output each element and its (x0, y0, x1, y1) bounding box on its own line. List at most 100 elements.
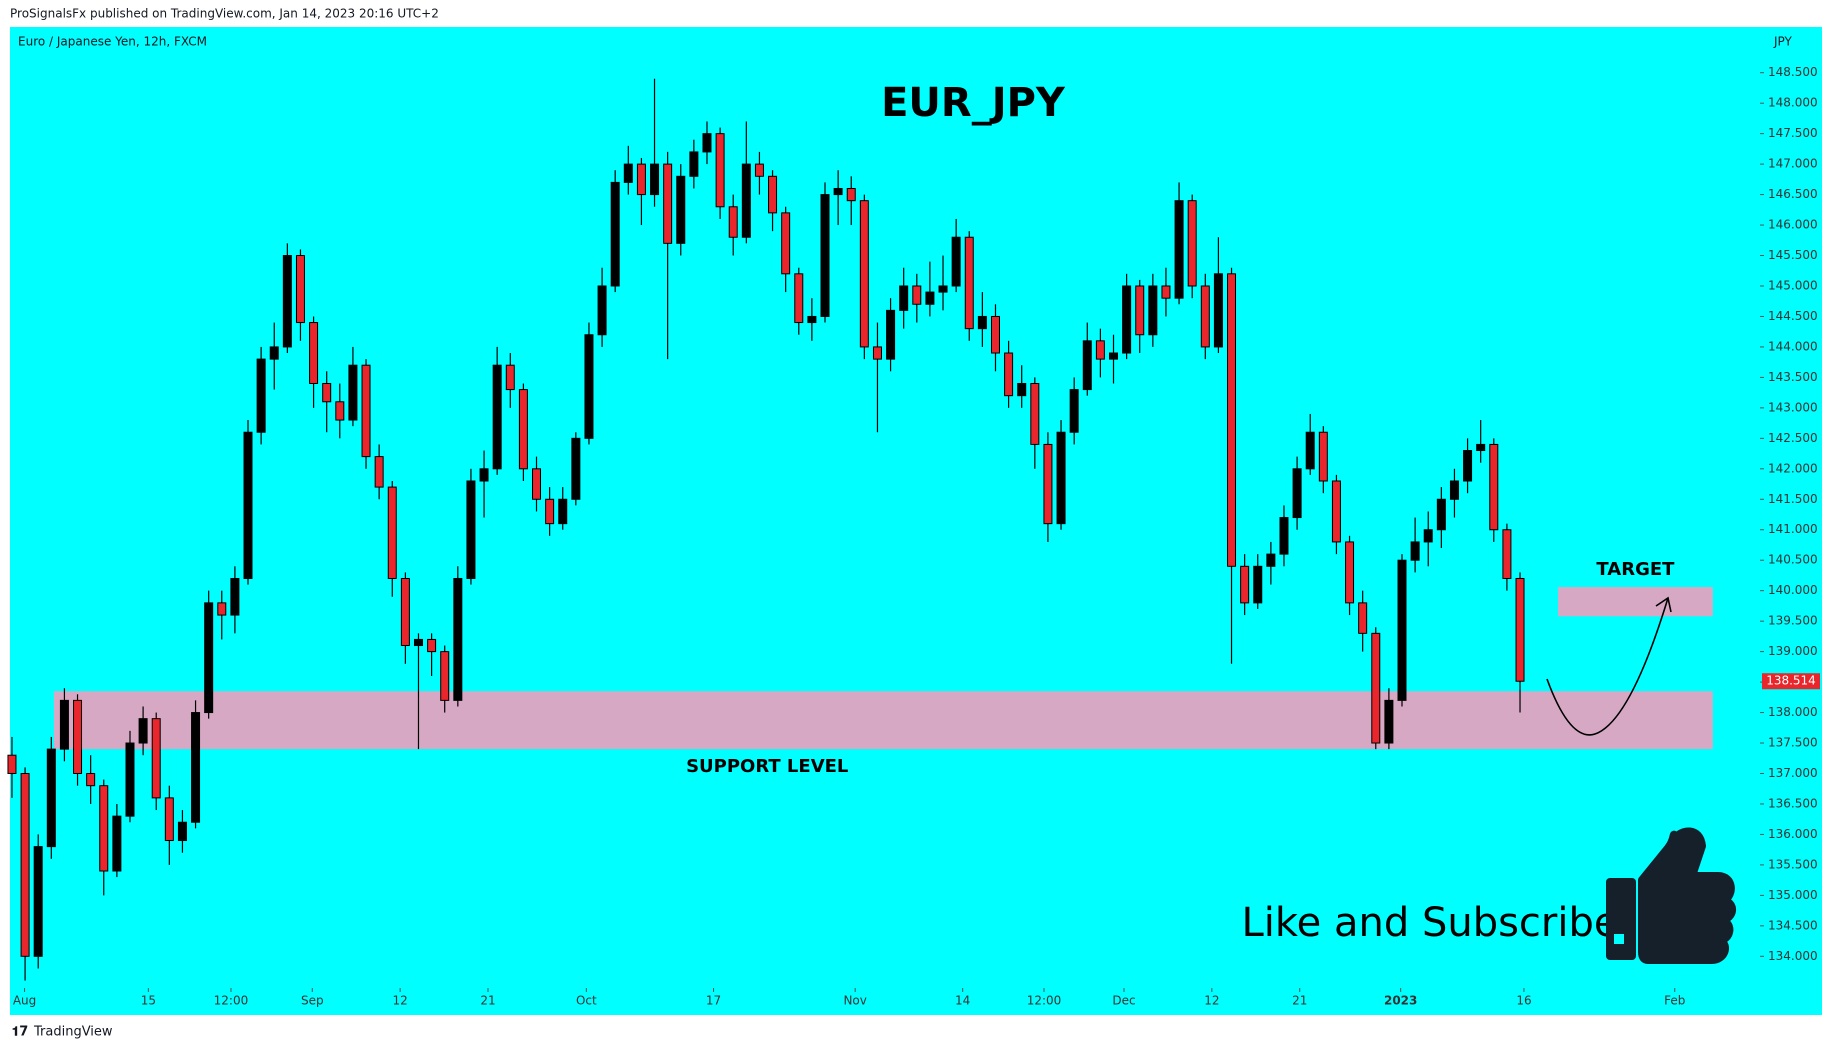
candle-body (912, 285, 922, 305)
candle-body (282, 255, 292, 348)
projection-arrowhead (1655, 596, 1672, 613)
x-tick-label: 12 (1204, 994, 1219, 1008)
candle-body (1253, 565, 1263, 604)
zone-label: TARGET (1596, 559, 1675, 580)
candle-body (400, 577, 410, 647)
y-tick-label: 143.500 (1768, 370, 1818, 384)
candle-body (597, 285, 607, 336)
y-tick-label: 142.500 (1768, 431, 1818, 445)
brand-logo: 𝟏7 (12, 1025, 28, 1040)
x-tick-label: 14 (955, 994, 970, 1008)
y-tick-label: 141.000 (1768, 522, 1818, 536)
thumb-icon[interactable] (1606, 827, 1736, 964)
candle-body (715, 133, 725, 208)
candle-body (886, 309, 896, 360)
y-tick-label: 137.000 (1768, 766, 1818, 780)
candle-body (754, 163, 764, 177)
y-tick-label: 134.000 (1768, 949, 1818, 963)
y-tick-label: 145.000 (1768, 278, 1818, 292)
y-tick-label: 137.500 (1768, 736, 1818, 750)
x-tick-label: Feb (1664, 994, 1685, 1008)
candle-body (309, 322, 319, 384)
call-to-action[interactable]: Like and Subscribe (1242, 900, 1619, 946)
candle-body (295, 255, 305, 324)
candle-body (1410, 541, 1420, 561)
candle-body (1004, 352, 1014, 397)
candle-body (427, 638, 437, 653)
price-label-box (1762, 673, 1820, 690)
candle-body (86, 772, 96, 787)
y-tick-label: 142.000 (1768, 461, 1818, 475)
x-tick-label: Oct (576, 994, 597, 1008)
candle-body (977, 315, 987, 330)
candle-body (112, 815, 122, 872)
y-tick-label: 148.000 (1768, 96, 1818, 110)
candle-body (951, 236, 961, 287)
x-tick-label: 21 (1292, 994, 1307, 1008)
candle-body (440, 651, 450, 701)
candle-body (1358, 602, 1368, 634)
zone (53, 691, 1713, 750)
candle-body (768, 175, 778, 214)
candle-body (361, 364, 371, 458)
candle-body (164, 797, 174, 842)
y-tick-label: 134.500 (1768, 918, 1818, 932)
candle-body (938, 285, 948, 293)
candle-body (1043, 443, 1053, 525)
candle-body (1017, 382, 1027, 397)
candle-body (1122, 285, 1132, 354)
candle-body (1213, 273, 1223, 348)
y-tick-label: 136.500 (1768, 796, 1818, 810)
y-tick-label: 139.000 (1768, 644, 1818, 658)
candle-body (846, 187, 856, 202)
candle-body (1056, 431, 1066, 525)
candle-body (872, 346, 882, 360)
candle-body (125, 742, 135, 817)
candle-body (177, 821, 187, 842)
candle-body (138, 718, 148, 744)
x-tick-label: Dec (1112, 994, 1135, 1008)
candle-body (1305, 431, 1315, 470)
candle-body (545, 498, 555, 525)
candle-body (1109, 352, 1119, 360)
candle-body (73, 699, 83, 774)
candle-body (492, 364, 502, 470)
candle-body (820, 194, 830, 317)
y-tick-label: 140.500 (1768, 553, 1818, 567)
x-tick-label: Sep (301, 994, 324, 1008)
y-tick-label: 145.500 (1768, 248, 1818, 262)
candle-body (1227, 273, 1237, 567)
candle-body (781, 212, 791, 275)
candle-body (1187, 200, 1197, 287)
x-tick-label: 17 (706, 994, 721, 1008)
candle-body (1515, 577, 1525, 682)
candle-body (899, 285, 909, 311)
candle-body (7, 754, 17, 774)
candle-body (518, 389, 528, 470)
candle-body (558, 498, 568, 525)
y-tick-label: 135.500 (1768, 857, 1818, 871)
candle-body (1463, 450, 1473, 482)
candle-body (1135, 285, 1145, 336)
candle-body (741, 163, 751, 238)
candle-body (1174, 200, 1184, 299)
y-tick-label: 146.500 (1768, 187, 1818, 201)
zone-label: SUPPORT LEVEL (686, 756, 848, 777)
candle-body (1200, 285, 1210, 348)
candle-body (794, 273, 804, 324)
projection-curve (1546, 597, 1669, 736)
candle-body (1436, 498, 1446, 531)
candle-body (453, 577, 463, 701)
candle-body (1423, 529, 1433, 543)
candle-body (1449, 480, 1459, 500)
candle-body (387, 486, 397, 579)
candle-body (1279, 517, 1289, 555)
candle-body (925, 291, 935, 305)
candle-body (571, 437, 581, 500)
candle-body (1476, 443, 1486, 452)
candle-body (1397, 559, 1407, 701)
x-tick-label: 15 (141, 994, 156, 1008)
candle-body (256, 358, 266, 433)
x-tick-label: Nov (843, 994, 866, 1008)
